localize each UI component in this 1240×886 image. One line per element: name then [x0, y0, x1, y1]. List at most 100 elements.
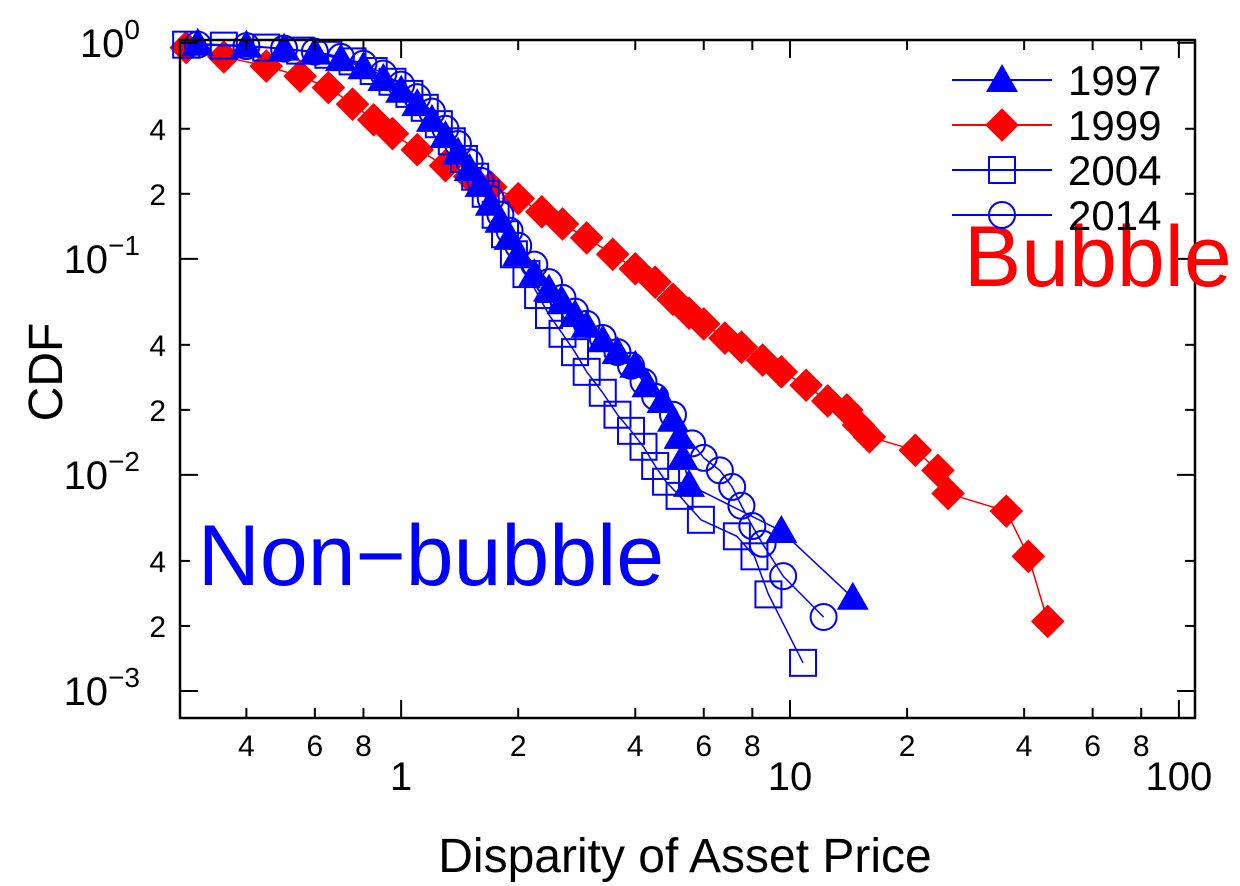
x-minor-tick-label: 8	[744, 730, 761, 763]
legend-item-1997: 1997	[952, 57, 1161, 104]
data-point-1997	[646, 384, 679, 413]
legend-item-2014: 2014	[952, 192, 1161, 239]
data-point-1997	[765, 515, 798, 544]
data-point-1997	[666, 441, 699, 470]
data-point-1997	[673, 468, 706, 497]
data-point-2004	[629, 432, 658, 461]
data-point-2004	[754, 580, 783, 609]
data-point-1999	[764, 355, 799, 389]
legend-label: 1999	[1068, 102, 1161, 149]
data-point-1999	[686, 307, 721, 341]
data-point-1999	[311, 70, 346, 105]
data-point-1999	[569, 221, 604, 255]
x-tick-label: 1	[390, 755, 412, 799]
y-tick-label: 10−2	[64, 446, 140, 498]
x-minor-tick-label: 8	[1133, 730, 1150, 763]
y-tick-base: 10	[64, 454, 109, 498]
data-point-1999	[989, 494, 1024, 528]
x-minor-tick-label: 6	[1084, 730, 1101, 763]
y-tick-exponent: −3	[108, 662, 140, 693]
data-point-1997	[441, 136, 474, 165]
x-minor-tick-label: 4	[1016, 730, 1033, 763]
x-minor-tick-label: 2	[510, 730, 527, 763]
data-point-2004	[572, 357, 601, 386]
y-minor-tick-label: 4	[149, 330, 166, 363]
data-point-1999	[283, 59, 317, 94]
x-axis-label: Disparity of Asset Price	[438, 830, 932, 883]
data-point-2004	[789, 648, 818, 677]
x-minor-tick-label: 8	[355, 730, 372, 763]
legend-marker	[988, 156, 1016, 184]
data-point-1999	[745, 343, 780, 377]
data-point-1999	[638, 265, 672, 299]
data-point-1997	[324, 43, 357, 72]
legend-label: 2014	[1068, 192, 1161, 239]
y-tick-base: 10	[64, 238, 109, 282]
data-point-1999	[375, 116, 410, 151]
data-point-1999	[852, 420, 887, 454]
data-point-1999	[545, 207, 580, 241]
data-point-1997	[518, 258, 551, 287]
data-point-2014	[769, 562, 798, 591]
data-point-1997	[532, 273, 565, 302]
legend-item-1999: 1999	[952, 102, 1161, 149]
data-point-1999	[207, 40, 241, 74]
y-minor-tick-label: 2	[149, 179, 166, 212]
y-minor-tick-label: 2	[149, 395, 166, 428]
legend-marker	[985, 108, 1019, 142]
data-point-1997	[298, 36, 331, 65]
data-point-1999	[1011, 539, 1046, 574]
data-point-2004	[686, 505, 715, 534]
annotations: Bubble Non−bubble	[198, 209, 1232, 604]
data-point-1999	[898, 433, 933, 468]
x-minor-tick-label: 6	[307, 730, 324, 763]
y-axis-label: CDF	[20, 323, 73, 422]
data-point-1997	[415, 103, 448, 132]
data-point-2014	[738, 512, 767, 541]
data-point-1999	[724, 330, 759, 365]
data-point-1997	[663, 420, 696, 449]
y-tick-label: 100	[80, 14, 140, 66]
y-tick-base: 10	[64, 670, 109, 714]
y-tick-label: 10−1	[64, 230, 140, 282]
data-point-1999	[1030, 604, 1065, 639]
x-minor-tick-label: 4	[238, 730, 255, 763]
data-point-2004	[722, 522, 751, 551]
data-point-1999	[656, 282, 690, 317]
data-point-2004	[588, 378, 617, 407]
y-tick-exponent: −1	[108, 230, 140, 261]
data-point-1997	[268, 32, 301, 61]
data-point-1999	[618, 251, 653, 286]
y-tick-exponent: −2	[108, 446, 140, 477]
data-point-1997	[601, 336, 634, 365]
x-minor-tick-label: 2	[899, 730, 916, 763]
x-minor-tick-label: 4	[627, 730, 644, 763]
series-2014	[183, 30, 838, 632]
data-point-1999	[931, 476, 965, 511]
data-point-1999	[595, 237, 630, 272]
data-point-1997	[570, 309, 603, 338]
data-point-1997	[401, 88, 434, 117]
data-point-1997	[429, 120, 462, 149]
data-point-1997	[619, 349, 652, 378]
data-point-2014	[809, 603, 838, 632]
data-point-1997	[464, 168, 497, 197]
data-point-2004	[641, 451, 670, 480]
legend-label: 2004	[1068, 147, 1161, 194]
data-point-2014	[718, 472, 747, 501]
legend-marker	[988, 201, 1016, 229]
x-tick-label: 100	[1146, 755, 1213, 799]
x-minor-tick-label: 6	[695, 730, 712, 763]
data-point-1999	[428, 148, 463, 183]
data-point-1997	[385, 74, 418, 103]
bubble-annotation: Bubble	[964, 209, 1232, 305]
non-bubble-annotation: Non−bubble	[198, 508, 664, 604]
legend-label: 1997	[1068, 57, 1161, 104]
data-point-1997	[586, 324, 619, 353]
data-point-1997	[502, 238, 535, 267]
data-point-1999	[356, 103, 391, 137]
data-layer	[169, 27, 1065, 677]
